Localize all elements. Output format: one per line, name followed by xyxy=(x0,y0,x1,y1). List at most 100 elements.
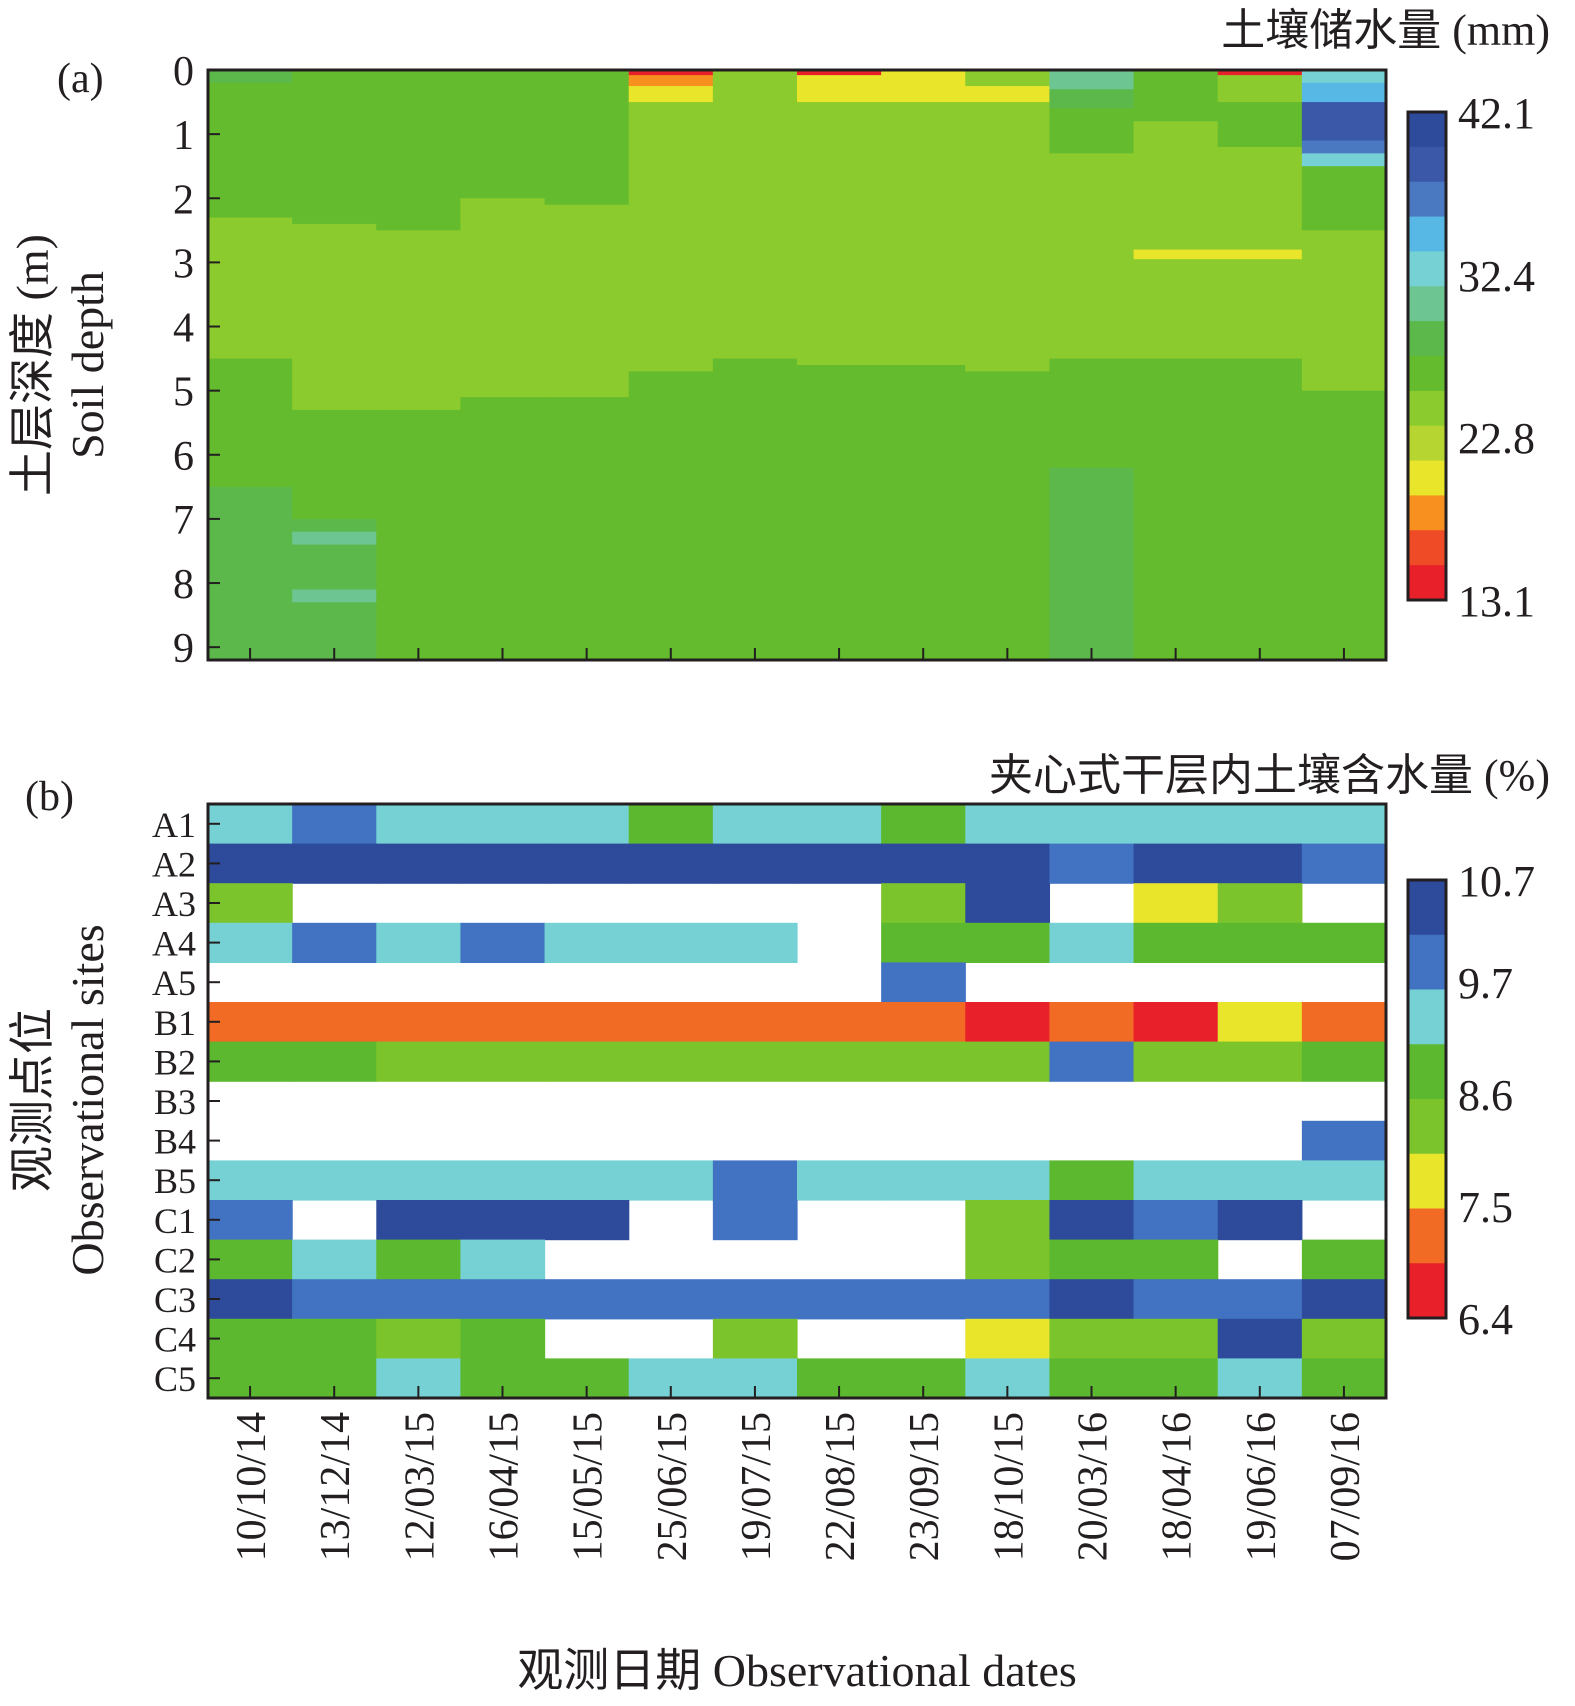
heatmap-b-cell xyxy=(1133,1318,1219,1359)
y-tick-label: B2 xyxy=(154,1042,196,1082)
y-tick-label: 1 xyxy=(173,113,194,159)
heatmap-a-cell xyxy=(797,70,882,76)
heatmap-b-cell xyxy=(797,1002,882,1043)
heatmap-b-cell xyxy=(712,1200,798,1241)
heatmap-a-cell xyxy=(1217,249,1303,260)
y-tick-label: 0 xyxy=(173,49,194,95)
heatmap-b-cell xyxy=(1217,1002,1303,1043)
heatmap-a-cell xyxy=(208,217,293,360)
heatmap-b-cell xyxy=(1133,1160,1219,1201)
heatmap-a-cell xyxy=(1133,249,1219,260)
heatmap-b-cell xyxy=(628,843,714,884)
heatmap-b-cell xyxy=(1049,922,1135,963)
y-tick-label: 6 xyxy=(173,434,194,480)
heatmap-b-cell xyxy=(1049,1200,1135,1241)
heatmap-a-cell xyxy=(208,82,293,219)
x-tick-label: 19/06/16 xyxy=(1239,1412,1285,1561)
colorbar-a-swatch xyxy=(1408,460,1446,496)
heatmap-a-cell xyxy=(965,86,1051,103)
heatmap-b-cell xyxy=(1301,843,1387,884)
heatmap-a-cell xyxy=(1049,70,1135,90)
heatmap-b-cell xyxy=(460,1200,546,1241)
y-tick-label: A5 xyxy=(152,963,196,1003)
heatmap-b-cell xyxy=(965,1041,1051,1082)
heatmap-a-cell xyxy=(1049,108,1135,154)
heatmap-b-cell xyxy=(1133,1041,1219,1082)
heatmap-a-cell xyxy=(712,198,798,360)
heatmap-b-cell xyxy=(292,1279,377,1320)
heatmap-a-cell xyxy=(292,223,377,411)
heatmap-b-cell xyxy=(712,1002,798,1043)
heatmap-b-cell xyxy=(376,1002,462,1043)
heatmap-b-cell xyxy=(1301,1002,1387,1043)
heatmap-b-cell xyxy=(712,1160,798,1201)
heatmap-b-cell xyxy=(208,1279,293,1320)
heatmap-b-cell xyxy=(1133,922,1219,963)
heatmap-b-cell xyxy=(965,1200,1051,1241)
heatmap-a-cell xyxy=(376,191,462,231)
heatmap-b-cell xyxy=(376,1279,462,1320)
heatmap-b-cell xyxy=(208,1239,293,1280)
heatmap-b-cell xyxy=(1301,804,1387,845)
heatmap-b-cell xyxy=(376,804,462,845)
heatmap-a-cell xyxy=(797,75,882,103)
heatmap-a-cell xyxy=(1301,102,1387,142)
heatmap-a-cell xyxy=(881,365,966,661)
panel-a-y-ticks: 0 1 2 3 4 5 6 7 8 9 xyxy=(173,49,220,672)
colorbar-a-swatch xyxy=(1408,390,1446,427)
heatmap-b-cell xyxy=(965,804,1051,845)
heatmap-b-cell xyxy=(628,1279,714,1320)
heatmap-b-cell xyxy=(1049,1318,1135,1359)
y-tick-label: C1 xyxy=(154,1201,196,1241)
heatmap-a-cell xyxy=(1133,259,1219,360)
y-tick-label: A4 xyxy=(152,924,196,964)
colorbar-b-swatch xyxy=(1408,1263,1446,1319)
heatmap-a-cell xyxy=(1301,390,1387,661)
heatmap-b-cell xyxy=(1217,1279,1303,1320)
heatmap-a-cell xyxy=(544,397,630,661)
heatmap-a-cell xyxy=(376,409,462,661)
heatmap-a-cell xyxy=(544,204,630,398)
heatmap-b-cell xyxy=(376,1041,462,1082)
colorbar-b-swatch xyxy=(1408,1208,1446,1264)
heatmap-b-cell xyxy=(460,1160,546,1201)
heatmap-b-cell xyxy=(797,804,882,845)
y-tick-label: 3 xyxy=(173,241,194,287)
colorbar-a-swatch xyxy=(1408,565,1446,601)
heatmap-b-cell xyxy=(1217,1041,1303,1082)
panel-b-colorbar-title: 夹心式干层内土壤含水量 (%) xyxy=(989,751,1550,800)
heatmap-a-cell xyxy=(1217,358,1303,661)
colorbar-a-swatch xyxy=(1408,181,1446,218)
heatmap-b-cell xyxy=(881,804,966,845)
heatmap-b-cell xyxy=(965,1279,1051,1320)
heatmap-b-cell xyxy=(1133,1002,1219,1043)
heatmap-b-cell xyxy=(208,1318,293,1359)
heatmap-a-cell xyxy=(628,102,714,219)
heatmap-b-cell xyxy=(460,1239,546,1280)
heatmap-b-cell xyxy=(544,922,630,963)
x-tick-label: 16/04/15 xyxy=(482,1412,528,1561)
heatmap-a-cell xyxy=(292,70,377,225)
panel-b-colorbar: 10.7 9.7 8.6 7.5 6.4 xyxy=(1406,857,1535,1344)
heatmap-a-cell xyxy=(1217,259,1303,360)
colorbar-a-swatch xyxy=(1408,321,1446,357)
heatmap-b-cell xyxy=(712,922,798,963)
colorbar-b-tick-label: 10.7 xyxy=(1458,857,1535,906)
heatmap-b-cell xyxy=(965,1318,1051,1359)
heatmap-b-cell xyxy=(628,1160,714,1201)
x-tick-label: 20/03/16 xyxy=(1071,1412,1117,1561)
panel-a-cells xyxy=(208,70,1387,661)
colorbar-b-swatch xyxy=(1408,1099,1446,1155)
heatmap-b-cell xyxy=(1301,1120,1387,1161)
heatmap-b-cell xyxy=(628,922,714,963)
heatmap-b-cell xyxy=(1133,1200,1219,1241)
y-tick-label: C2 xyxy=(154,1240,196,1280)
panel-b-label: (b) xyxy=(25,774,74,820)
colorbar-a-swatch xyxy=(1408,251,1446,287)
heatmap-b-cell xyxy=(881,1002,966,1043)
heatmap-a-cell xyxy=(376,230,462,411)
heatmap-a-cell xyxy=(460,198,546,398)
heatmap-b-cell xyxy=(1049,1002,1135,1043)
heatmap-b-cell xyxy=(797,1279,882,1320)
